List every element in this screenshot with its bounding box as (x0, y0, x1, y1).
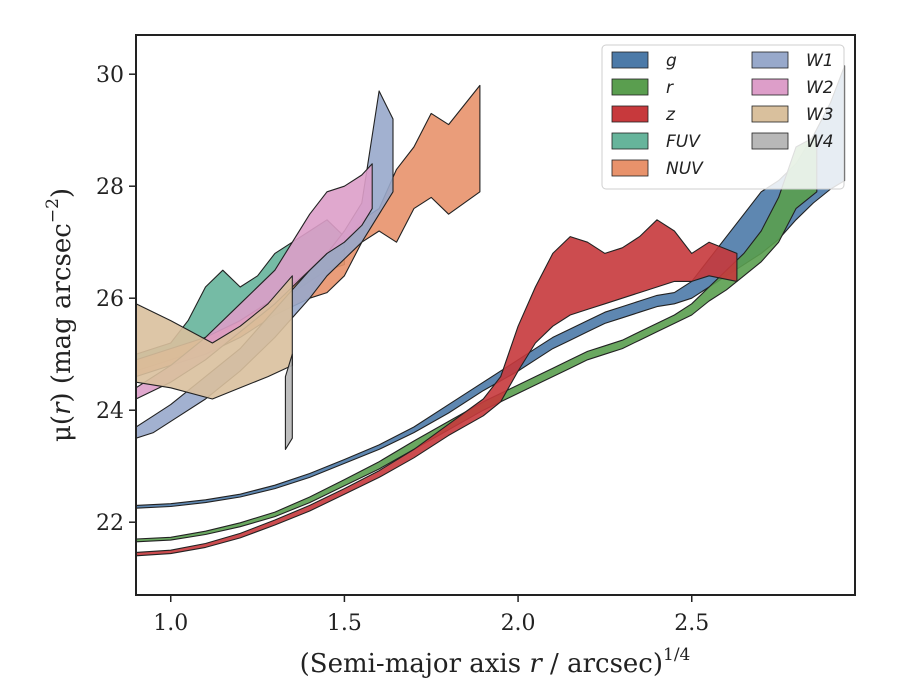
legend-swatch-nuv (611, 159, 649, 177)
x-axis-title-var: r (529, 649, 543, 679)
series-layer (136, 65, 846, 557)
y-axis-title-pre: μ( (47, 415, 77, 442)
legend-label-r: r (666, 78, 674, 98)
series-band-z (136, 219, 738, 557)
x-axis-title-sup: 1/4 (663, 645, 690, 665)
y-axis-title-sup: −2 (43, 198, 63, 223)
series-band-w3 (136, 275, 293, 400)
legend-swatch-w2 (751, 78, 789, 96)
legend-label-nuv: NUV (666, 159, 704, 179)
legend-label-w3: W3 (806, 105, 834, 125)
legend-label-z: z (665, 105, 676, 125)
legend-label-fuv: FUV (666, 132, 701, 152)
y-axis-title-post: ) (mag arcsec (47, 223, 77, 402)
legend: grz FUV NUV W1 W2 W3 W4 (601, 44, 845, 190)
legend-label-w1: W1 (806, 51, 834, 71)
x-tick-label: 1.0 (153, 611, 188, 636)
y-tick-label: 24 (96, 399, 124, 424)
plot-frame (135, 34, 856, 596)
series-band-w4 (284, 353, 293, 450)
legend-swatch-r (611, 78, 649, 96)
x-axis-title-pre: (Semi-major axis (300, 649, 530, 679)
legend-swatch-w1 (751, 51, 789, 69)
legend-swatch-w3 (751, 105, 789, 123)
x-tick-label: 1.5 (327, 611, 362, 636)
y-axis-title: μ(r) (mag arcsec−2) (43, 188, 77, 442)
y-tick-label: 28 (96, 175, 124, 200)
legend-swatch-w4 (751, 132, 789, 150)
legend-swatch-fuv (611, 132, 649, 150)
legend-swatch-g (611, 51, 649, 69)
legend-swatch-z (611, 105, 649, 123)
y-axis-title-var: r (47, 401, 77, 415)
legend-label-g: g (666, 51, 677, 71)
x-tick-label: 2.5 (674, 611, 709, 636)
x-axis-title-post: / arcsec) (542, 649, 663, 679)
y-tick-label: 26 (96, 287, 124, 312)
legend-label-w4: W4 (806, 132, 834, 152)
y-tick-label: 30 (96, 63, 124, 88)
y-tick-label: 22 (96, 511, 124, 536)
y-axis-title-close: ) (47, 188, 77, 198)
x-axis-title: (Semi-major axis r / arcsec)1/4 (300, 645, 691, 679)
legend-label-w2: W2 (806, 78, 834, 98)
axis-ticks: 1.0 1.5 2.0 2.5 22 24 26 28 30 (96, 63, 709, 636)
x-tick-label: 2.0 (501, 611, 536, 636)
